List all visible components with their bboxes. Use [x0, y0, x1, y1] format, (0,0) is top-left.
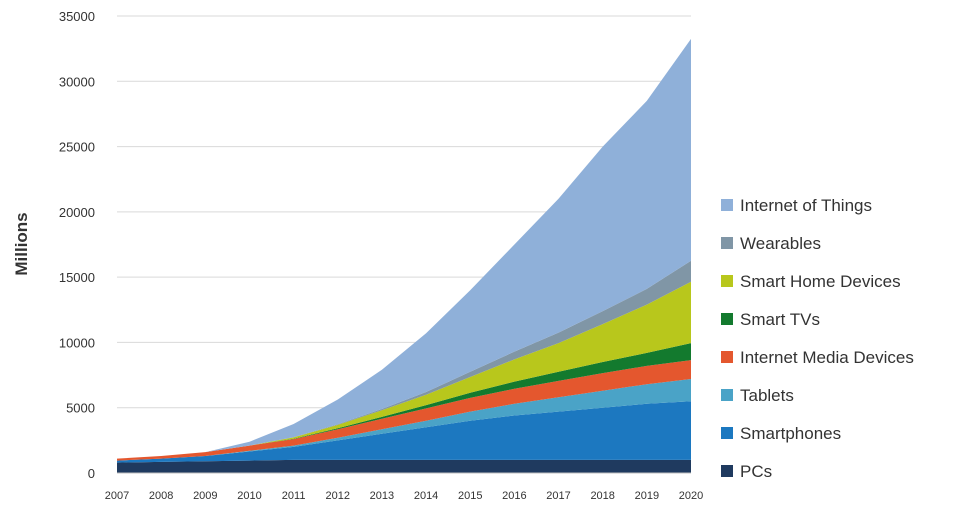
y-axis-label: Millions [12, 212, 31, 275]
legend-swatch-pcs [721, 465, 733, 477]
legend-label-internet-of-things: Internet of Things [740, 196, 872, 215]
area-internet-media-devices [117, 360, 691, 461]
y-tick-label: 35000 [59, 9, 95, 24]
legend-swatch-internet-media-devices [721, 351, 733, 363]
area-smartphones [117, 401, 691, 463]
legend-label-wearables: Wearables [740, 234, 821, 253]
area-internet-of-things [117, 38, 691, 459]
legend-swatch-wearables [721, 237, 733, 249]
y-tick-label: 25000 [59, 140, 95, 155]
area-tablets [117, 379, 691, 461]
legend-label-smart-tvs: Smart TVs [740, 310, 820, 329]
legend-swatch-internet-of-things [721, 199, 733, 211]
legend-swatch-smart-tvs [721, 313, 733, 325]
x-tick-label: 2011 [282, 490, 306, 502]
x-tick-label: 2016 [502, 490, 526, 502]
legend-swatch-tablets [721, 389, 733, 401]
x-tick-label: 2017 [546, 490, 570, 502]
legend-label-smartphones: Smartphones [740, 424, 841, 443]
x-tick-label: 2012 [326, 490, 350, 502]
x-tick-label: 2010 [237, 490, 261, 502]
x-tick-label: 2020 [679, 490, 703, 502]
legend-label-smart-home-devices: Smart Home Devices [740, 272, 901, 291]
y-tick-label: 15000 [59, 270, 95, 285]
x-tick-label: 2009 [193, 490, 217, 502]
y-tick-label: 30000 [59, 74, 95, 89]
x-tick-label: 2013 [370, 490, 394, 502]
area-pcs [117, 459, 691, 473]
x-tick-label: 2019 [635, 490, 659, 502]
legend-label-pcs: PCs [740, 462, 772, 481]
y-tick-label: 20000 [59, 205, 95, 220]
legend-swatch-smartphones [721, 427, 733, 439]
area-series-group [117, 38, 691, 473]
x-tick-label: 2014 [414, 490, 438, 502]
legend-label-tablets: Tablets [740, 386, 794, 405]
legend-label-internet-media-devices: Internet Media Devices [740, 348, 914, 367]
x-tick-label: 2018 [590, 490, 614, 502]
x-axis-ticks: 2007 2008 2009 2010 2011 2012 2013 2014 2015 2016… [105, 490, 703, 502]
y-tick-label: 0 [88, 466, 95, 481]
y-tick-label: 5000 [66, 401, 95, 416]
legend: Internet of Things Wearables Smart Home De… [721, 196, 914, 481]
x-tick-label: 2007 [105, 490, 129, 502]
legend-swatch-smart-home-devices [721, 275, 733, 287]
gridlines [117, 15, 691, 409]
y-axis-ticks: 0 5000 10000 15000 20000 25000 30000 35000 [59, 9, 95, 481]
x-tick-label: 2008 [149, 490, 173, 502]
y-tick-label: 10000 [59, 335, 95, 350]
x-tick-label: 2015 [458, 490, 482, 502]
